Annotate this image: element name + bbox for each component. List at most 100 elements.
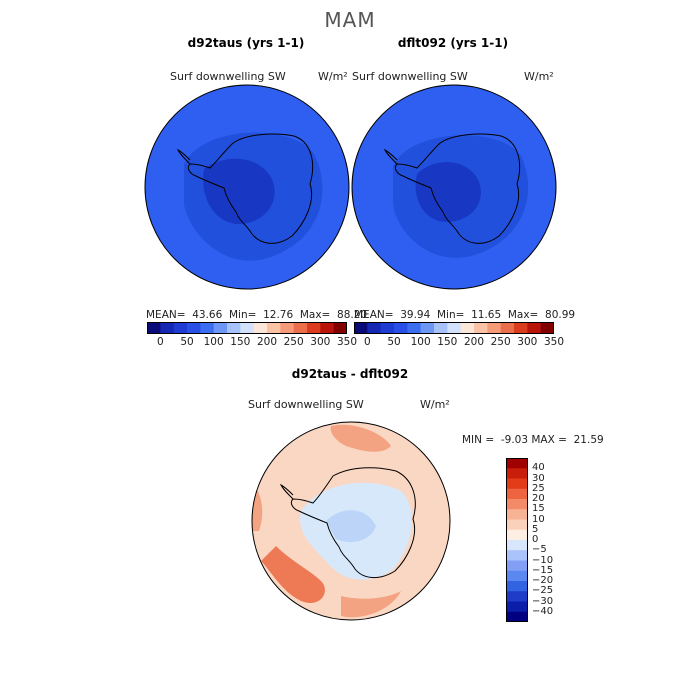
unit-label-left: W/m² bbox=[318, 70, 348, 83]
colorbar-swatch bbox=[506, 570, 528, 582]
colorbar-swatch bbox=[506, 601, 528, 613]
colorbar-swatch bbox=[460, 322, 475, 334]
colorbar-swatch bbox=[240, 322, 255, 334]
colorbar-border bbox=[506, 458, 528, 622]
peninsula-outline bbox=[279, 483, 294, 500]
colorbar-swatch bbox=[394, 322, 408, 334]
max-value: 21.59 bbox=[573, 434, 604, 446]
stats-line-right: MEAN= 39.94 Min= 11.65 Max= 80.99 bbox=[354, 309, 575, 321]
colorbar-swatch bbox=[160, 322, 175, 334]
colorbar-swatch bbox=[506, 468, 528, 479]
colorbar-tick-label: 300 bbox=[310, 336, 331, 348]
colorbar-left bbox=[147, 322, 347, 334]
colorbar-swatch bbox=[367, 322, 382, 334]
antarctica-outline bbox=[290, 467, 416, 578]
cool-patch-inner bbox=[326, 510, 376, 543]
colorbar-tick-label: 40 bbox=[532, 462, 545, 474]
colorbar-swatch bbox=[293, 322, 308, 334]
mean-label: MEAN= bbox=[354, 309, 394, 321]
colorbar-swatch bbox=[187, 322, 201, 334]
colorbar-swatch bbox=[506, 458, 528, 469]
colorbar-swatch bbox=[147, 322, 161, 334]
colorbar-tick-label: 200 bbox=[463, 336, 485, 348]
colorbar-swatch bbox=[227, 322, 241, 334]
max-value: 80.99 bbox=[545, 309, 576, 321]
colorbar-swatch bbox=[333, 322, 347, 334]
colorbar-tick-label: 150 bbox=[437, 336, 458, 348]
colorbar-swatch bbox=[506, 581, 528, 592]
colorbar-right-ticks: 0 50 100 150 200 250 300 350 bbox=[354, 336, 564, 350]
colorbar-tick-label: 20 bbox=[532, 493, 545, 504]
colorbar-swatch bbox=[307, 322, 321, 334]
panel-title-d92taus: d92taus (yrs 1-1) bbox=[187, 36, 305, 50]
colorbar-swatch bbox=[506, 611, 528, 622]
colorbar-swatch bbox=[380, 322, 395, 334]
colorbar-swatch bbox=[540, 322, 554, 334]
colorbar-tick-label: 0 bbox=[532, 534, 539, 545]
colorbar-swatch bbox=[434, 322, 448, 334]
colorbar-swatch bbox=[506, 519, 528, 531]
colorbar-swatch bbox=[280, 322, 295, 334]
min-value: 11.65 bbox=[471, 309, 502, 321]
antarctica-outline bbox=[394, 133, 521, 244]
variable-label-left: Surf downwelling SW bbox=[170, 70, 286, 83]
max-value: 88.20 bbox=[337, 309, 368, 321]
colorbar-swatch bbox=[267, 322, 281, 334]
colorbar-swatch bbox=[506, 591, 528, 602]
colorbar-swatch bbox=[506, 499, 528, 510]
colorbar-swatch bbox=[420, 322, 435, 334]
stats-line-left: MEAN= 43.66 Min= 12.76 Max= 88.20 bbox=[146, 309, 367, 321]
mean-value: 39.94 bbox=[400, 309, 431, 321]
colorbar-tick-label: 15 bbox=[532, 503, 545, 515]
colorbar-swatch bbox=[506, 560, 528, 572]
polar-map-difference bbox=[251, 421, 451, 621]
shade-core bbox=[415, 162, 481, 222]
colorbar-border bbox=[354, 322, 554, 334]
min-label: MIN = bbox=[462, 434, 495, 446]
min-label: Min= bbox=[436, 309, 465, 321]
colorbar-swatch bbox=[354, 322, 368, 334]
colorbar-tick-label: −5 bbox=[532, 544, 547, 556]
season-title: MAM bbox=[324, 8, 376, 32]
panel-title-dflt092: dflt092 (yrs 1-1) bbox=[397, 36, 509, 50]
unit-label-right: W/m² bbox=[524, 70, 554, 83]
colorbar-left-ticks: 0 50 100 150 200 250 300 350 bbox=[147, 336, 357, 350]
peninsula-outline bbox=[383, 148, 398, 165]
colorbar-tick-label: 200 bbox=[256, 336, 278, 348]
colorbar-swatch bbox=[506, 529, 528, 541]
colorbar-tick-label: 100 bbox=[203, 336, 224, 348]
colorbar-swatch bbox=[506, 550, 528, 561]
colorbar-swatch bbox=[320, 322, 335, 334]
max-label: Max= bbox=[299, 309, 331, 321]
mean-value: 43.66 bbox=[192, 309, 223, 321]
warm-patch-s bbox=[341, 591, 401, 618]
min-value: -9.03 bbox=[500, 434, 529, 446]
colorbar-tick-label: 30 bbox=[532, 472, 545, 484]
colorbar-tick-label: 50 bbox=[387, 336, 401, 348]
colorbar-tick-label: 250 bbox=[283, 336, 304, 348]
colorbar-right bbox=[354, 322, 554, 334]
diff-colorbar-ticks: 40 30 25 20 15 10 5 0 −5 −10 −15 −20 −25 −30 −40 bbox=[532, 458, 572, 622]
colorbar-tick-label: −20 bbox=[532, 575, 554, 586]
diff-minmax: MIN = -9.03 MAX = 21.59 bbox=[462, 434, 604, 446]
antarctica-outline bbox=[187, 133, 314, 244]
colorbar-tick-label: −40 bbox=[532, 605, 554, 617]
colorbar-tick-label: −15 bbox=[532, 564, 554, 576]
colorbar-tick-label: −25 bbox=[532, 585, 554, 597]
shade-core bbox=[203, 158, 275, 224]
mean-label: MEAN= bbox=[146, 309, 186, 321]
colorbar-swatch bbox=[487, 322, 502, 334]
colorbar-swatch bbox=[527, 322, 542, 334]
colorbar-tick-label: 350 bbox=[543, 336, 565, 348]
colorbar-tick-label: 0 bbox=[363, 336, 371, 348]
min-value: 12.76 bbox=[263, 309, 294, 321]
colorbar-tick-label: 150 bbox=[230, 336, 251, 348]
colorbar-tick-label: −10 bbox=[532, 554, 554, 566]
colorbar-tick-label: 300 bbox=[517, 336, 538, 348]
max-label: MAX = bbox=[531, 434, 567, 446]
polar-map-d92taus bbox=[144, 84, 350, 290]
diff-title: d92taus - dflt092 bbox=[291, 367, 409, 381]
colorbar-tick-label: 25 bbox=[532, 482, 545, 494]
min-label: Min= bbox=[228, 309, 257, 321]
colorbar-border bbox=[147, 322, 347, 334]
